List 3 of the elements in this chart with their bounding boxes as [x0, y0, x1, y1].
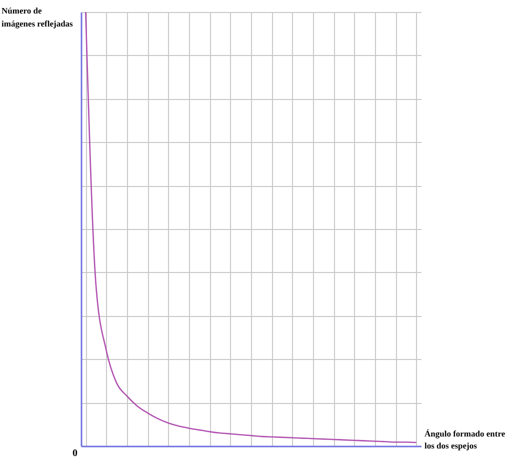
text: 0	[72, 448, 78, 457]
x-axis-title: Ángulo formado entre los dos espejos	[424, 428, 506, 450]
y-axis-title: Número de imágenes reflejadas	[2, 6, 74, 28]
